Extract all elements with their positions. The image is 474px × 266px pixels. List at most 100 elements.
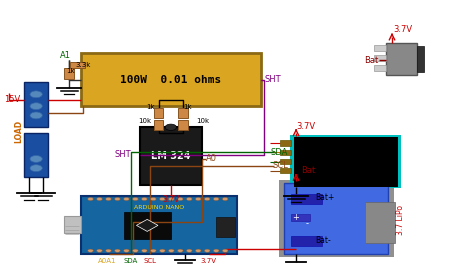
Text: +: + [292,213,300,222]
FancyBboxPatch shape [140,127,201,185]
Text: 3.7V: 3.7V [162,194,180,203]
Circle shape [97,249,102,252]
Text: SDA: SDA [124,258,138,264]
Text: 10k: 10k [138,118,151,124]
FancyBboxPatch shape [280,150,292,155]
FancyBboxPatch shape [154,108,163,118]
Circle shape [142,249,147,252]
Circle shape [30,156,42,162]
Text: 1k: 1k [146,104,155,110]
Text: 1k: 1k [66,68,74,74]
Circle shape [151,249,156,252]
Circle shape [115,197,120,201]
Text: SHT: SHT [115,151,132,160]
Text: 3.3k: 3.3k [75,62,91,68]
FancyBboxPatch shape [417,45,424,72]
Circle shape [195,197,201,201]
Circle shape [133,197,138,201]
Circle shape [213,197,219,201]
Circle shape [159,197,165,201]
FancyBboxPatch shape [64,68,74,79]
Text: SCL: SCL [143,258,156,264]
Text: -: - [305,219,309,228]
Circle shape [213,249,219,252]
Circle shape [159,249,165,252]
FancyBboxPatch shape [291,135,401,189]
Text: LOAD: LOAD [14,120,23,143]
Circle shape [88,197,93,201]
FancyBboxPatch shape [24,132,48,177]
Text: LM 324: LM 324 [151,151,191,161]
Circle shape [30,103,42,110]
Circle shape [222,197,228,201]
FancyBboxPatch shape [374,55,386,61]
Circle shape [30,165,42,172]
Circle shape [204,197,210,201]
Circle shape [124,197,129,201]
Text: SHT: SHT [264,75,281,84]
FancyBboxPatch shape [81,53,261,106]
Circle shape [168,197,174,201]
Circle shape [115,249,120,252]
FancyBboxPatch shape [81,196,237,254]
Circle shape [106,249,111,252]
Circle shape [165,124,176,130]
FancyBboxPatch shape [292,194,322,204]
Circle shape [30,112,42,119]
FancyBboxPatch shape [70,63,85,68]
FancyBboxPatch shape [292,214,310,221]
Circle shape [177,249,183,252]
Circle shape [177,197,183,201]
Text: 1k: 1k [183,104,191,110]
FancyBboxPatch shape [386,43,417,74]
Circle shape [151,197,156,201]
Circle shape [30,91,42,98]
FancyBboxPatch shape [280,168,292,173]
Text: 3.7V: 3.7V [201,258,217,264]
Text: Bat-: Bat- [315,236,331,245]
Circle shape [124,249,129,252]
FancyBboxPatch shape [280,159,292,164]
Text: 15V: 15V [4,95,21,104]
Text: 10k: 10k [196,118,209,124]
Circle shape [97,197,102,201]
FancyBboxPatch shape [279,180,394,257]
FancyBboxPatch shape [280,140,292,146]
Text: SCL: SCL [272,161,288,170]
FancyBboxPatch shape [124,212,171,239]
FancyBboxPatch shape [154,120,163,130]
Circle shape [88,249,93,252]
Text: Bat: Bat [365,56,379,65]
FancyBboxPatch shape [178,120,188,130]
Circle shape [186,249,192,252]
FancyBboxPatch shape [294,136,398,187]
Text: Bat: Bat [301,166,315,175]
FancyBboxPatch shape [216,217,235,237]
Text: 3.7 LiPo: 3.7 LiPo [395,205,404,235]
Circle shape [106,197,111,201]
Text: A1: A1 [60,51,71,60]
Circle shape [204,249,210,252]
FancyBboxPatch shape [284,183,388,254]
Circle shape [133,249,138,252]
FancyBboxPatch shape [24,82,48,127]
Polygon shape [137,219,158,231]
Circle shape [222,249,228,252]
Circle shape [168,249,174,252]
FancyBboxPatch shape [292,236,322,246]
FancyBboxPatch shape [178,108,188,118]
Circle shape [195,249,201,252]
FancyBboxPatch shape [374,65,386,70]
Text: 100W  0.01 ohms: 100W 0.01 ohms [120,75,221,85]
Text: 3.7V: 3.7V [393,25,412,34]
Text: A0: A0 [206,155,217,163]
Circle shape [142,197,147,201]
FancyBboxPatch shape [365,202,395,243]
Text: A0A1: A0A1 [98,258,116,264]
Text: SDA: SDA [271,148,288,157]
FancyBboxPatch shape [374,45,386,51]
Circle shape [186,197,192,201]
Text: Bat+: Bat+ [315,193,334,202]
FancyBboxPatch shape [64,216,81,233]
Text: ARDUINO NANO: ARDUINO NANO [134,205,184,210]
